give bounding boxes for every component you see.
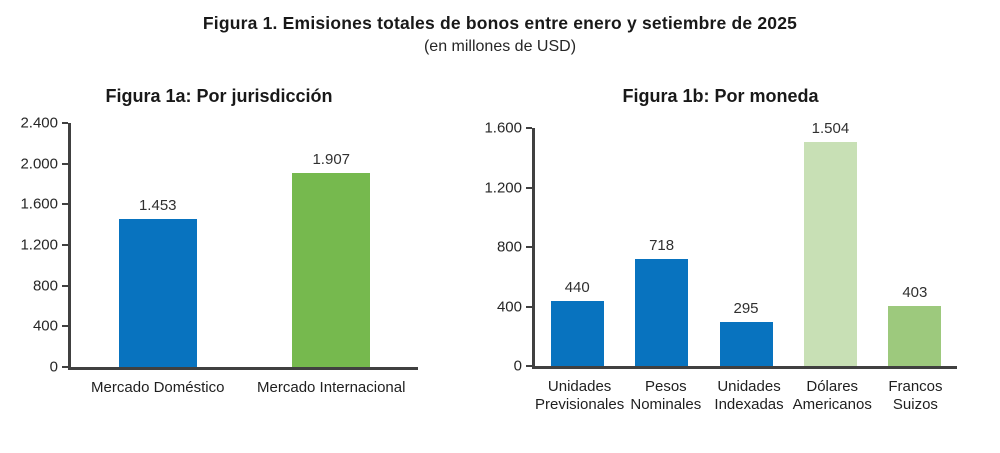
y-axis: 0 400 800 1.200 1.600: [484, 120, 532, 375]
y-tick-label: 2.000: [20, 155, 58, 173]
y-tick-mark: [62, 366, 68, 368]
x-category-label: Unidades Indexadas: [714, 378, 784, 413]
bar-value-label: 718: [649, 237, 675, 255]
y-tick-label: 1.600: [484, 119, 522, 137]
bar-column: 403: [873, 128, 957, 366]
x-category-label: Mercado Doméstico: [91, 379, 225, 396]
y-tick-mark: [62, 203, 68, 206]
bar-column: 1.504: [788, 120, 872, 366]
x-axis-labels: Mercado Doméstico Mercado Internacional: [71, 379, 418, 397]
chart-panel-moneda: Figura 1b: Por moneda 0 400 800 1.200 1.600 …: [484, 86, 957, 413]
bar: [803, 142, 857, 366]
chart-body: 0 400 800 1.200 1.600 440 718 295 1.504 403: [484, 120, 957, 375]
bar-column: 718: [619, 128, 703, 366]
figure-subtitle: (en millones de USD): [423, 38, 577, 55]
chart-title-jurisdiccion: Figura 1a: Por jurisdicción: [105, 86, 333, 106]
bar-value-label: 1.453: [138, 197, 177, 215]
y-tick-mark: [526, 246, 532, 248]
bar: [292, 173, 371, 367]
y-tick-label: 800: [496, 238, 522, 256]
y-tick-mark: [62, 244, 68, 246]
y-tick-mark: [526, 127, 532, 129]
bar-value-label: 403: [902, 284, 928, 302]
chart-body: 0 400 800 1.200 1.600 2.000 2.400 1.453 1.907: [20, 115, 419, 376]
figure-header: Figura 1. Emisiones totales de bonos ent…: [0, 0, 1000, 56]
x-category-label: Francos Suizos: [888, 378, 943, 413]
y-tick-label: 1.200: [20, 236, 58, 254]
bar: [719, 322, 773, 366]
chart-title-moneda: Figura 1b: Por moneda: [622, 86, 819, 106]
x-category-label: Dólares Americanos: [792, 378, 872, 413]
y-tick-label: 1.600: [20, 195, 58, 213]
bar-value-label: 295: [733, 300, 759, 318]
bar-column: 295: [704, 128, 788, 366]
y-tick-mark: [62, 162, 68, 165]
y-tick-mark: [62, 122, 68, 124]
bar-column: 1.907: [245, 123, 419, 367]
y-tick-label: 800: [32, 277, 58, 295]
chart-panel-jurisdiccion: Figura 1a: Por jurisdicción 0 400 800 1.200…: [20, 86, 418, 413]
x-category-label: Mercado Internacional: [257, 379, 406, 396]
x-category-label: Unidades Previsionales: [535, 378, 625, 413]
y-tick-label: 0: [49, 358, 58, 376]
y-tick-mark: [526, 186, 532, 189]
y-axis: 0 400 800 1.200 1.600 2.000 2.400: [20, 115, 68, 376]
bar: [118, 219, 197, 367]
bar-column: 440: [535, 128, 619, 366]
bar-value-label: 1.907: [312, 151, 351, 169]
bar: [888, 306, 942, 366]
charts-row: Figura 1a: Por jurisdicción 0 400 800 1.200…: [0, 86, 1000, 413]
y-tick-mark: [526, 365, 532, 367]
y-tick-mark: [62, 284, 68, 287]
x-axis-labels: Unidades Previsionales Pesos Nominales Uni…: [535, 378, 957, 413]
y-tick-label: 1.200: [484, 179, 522, 196]
y-tick-label: 400: [32, 317, 58, 335]
bar: [550, 300, 604, 366]
bar-column: 1.453: [71, 123, 245, 367]
plot-area: 1.453 1.907: [62, 122, 419, 370]
y-tick-mark: [62, 325, 68, 328]
y-tick-label: 2.400: [20, 114, 58, 132]
bar-value-label: 440: [564, 278, 590, 296]
bar-value-label: 1.504: [811, 120, 850, 138]
figure-title: Figura 1. Emisiones totales de bonos ent…: [202, 13, 798, 33]
y-tick-label: 400: [496, 298, 522, 315]
bar: [635, 259, 689, 366]
plot-area: 440 718 295 1.504 403: [526, 120, 957, 369]
y-tick-mark: [526, 305, 532, 308]
x-category-label: Pesos Nominales: [630, 378, 702, 413]
y-tick-label: 0: [513, 357, 522, 375]
